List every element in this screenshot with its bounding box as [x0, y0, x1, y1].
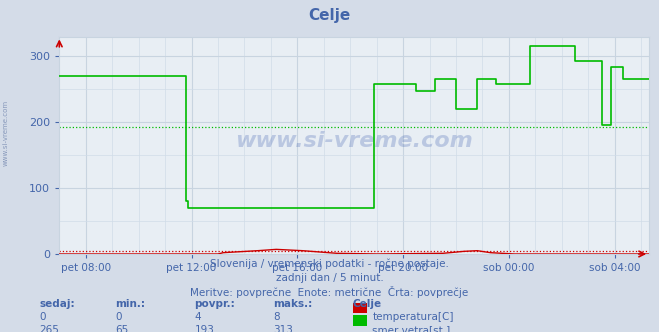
Text: Celje: Celje: [353, 299, 382, 309]
Text: 65: 65: [115, 325, 129, 332]
Text: 4: 4: [194, 312, 201, 322]
Text: 193: 193: [194, 325, 214, 332]
Text: Celje: Celje: [308, 8, 351, 23]
Text: 313: 313: [273, 325, 293, 332]
Text: www.si-vreme.com: www.si-vreme.com: [235, 131, 473, 151]
Text: Meritve: povprečne  Enote: metrične  Črta: povprečje: Meritve: povprečne Enote: metrične Črta:…: [190, 286, 469, 298]
Text: povpr.:: povpr.:: [194, 299, 235, 309]
Text: smer vetra[st.]: smer vetra[st.]: [372, 325, 451, 332]
Text: 0: 0: [40, 312, 46, 322]
Text: 0: 0: [115, 312, 122, 322]
Text: temperatura[C]: temperatura[C]: [372, 312, 454, 322]
Text: 8: 8: [273, 312, 280, 322]
Text: www.si-vreme.com: www.si-vreme.com: [2, 100, 9, 166]
Text: Slovenija / vremenski podatki - ročne postaje.: Slovenija / vremenski podatki - ročne po…: [210, 258, 449, 269]
Text: zadnji dan / 5 minut.: zadnji dan / 5 minut.: [275, 273, 384, 283]
Text: min.:: min.:: [115, 299, 146, 309]
Text: 265: 265: [40, 325, 59, 332]
Text: maks.:: maks.:: [273, 299, 313, 309]
Text: sedaj:: sedaj:: [40, 299, 75, 309]
